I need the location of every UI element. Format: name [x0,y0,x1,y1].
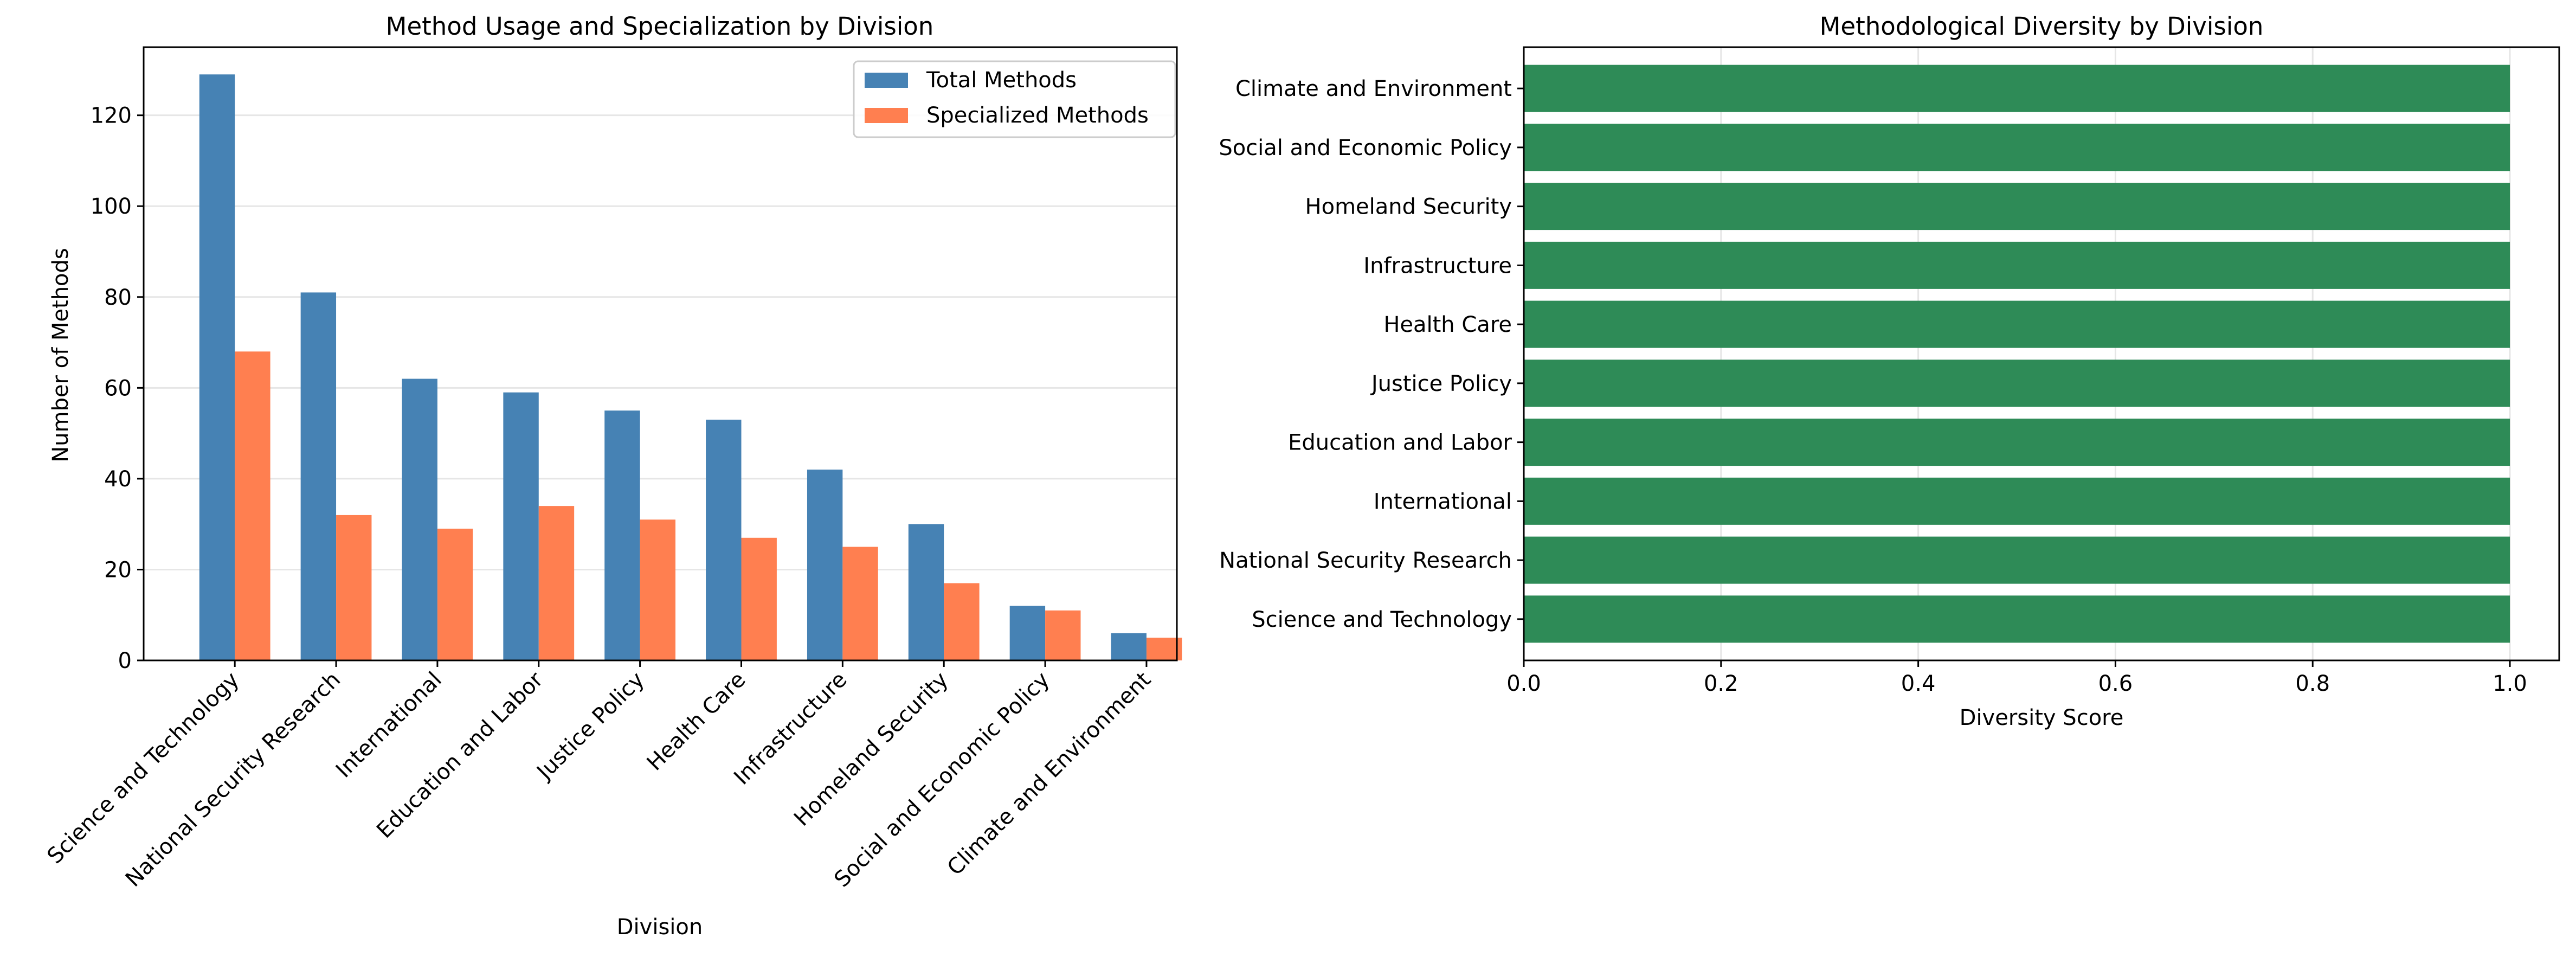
usage-x-axis-label: Division [617,915,703,940]
usage-plot-frame [143,46,1178,661]
bar-specialized-methods-national-security-research [336,515,372,660]
usage-bar-chart: Method Usage and Specialization by Divis… [42,12,1182,940]
bar-diversity-health-care [1524,300,2510,348]
usage-x-tick-label: Science and Technology [42,667,244,869]
bar-diversity-justice-policy [1524,359,2510,407]
diversity-y-tick-label: Homeland Security [1305,195,1512,220]
diversity-x-axis-label: Diversity Score [1960,705,2124,730]
legend-label-specialized-methods: Specialized Methods [926,103,1149,128]
bar-specialized-methods-infrastructure [842,547,878,660]
bar-total-methods-justice-policy [604,410,640,660]
diversity-y-tick-label: Health Care [1383,312,1512,337]
bar-total-methods-national-security-research [300,292,337,660]
bar-specialized-methods-science-and-technology [235,351,271,660]
diversity-x-tick-label: 0.0 [1506,671,1541,696]
bar-specialized-methods-climate-and-environment [1146,638,1182,660]
diversity-y-tick-label: Social and Economic Policy [1219,136,1512,160]
diversity-y-tick-label: Infrastructure [1363,253,1512,278]
usage-x-tick-label: Health Care [642,667,751,776]
diversity-chart-title: Methodological Diversity by Division [1820,12,2264,41]
diversity-bars [1524,65,2510,643]
bar-specialized-methods-homeland-security [944,583,980,660]
usage-x-tick-label: Justice Policy [531,667,649,786]
diversity-y-tick-label: Climate and Environment [1235,76,1512,101]
bar-total-methods-education-and-labor [503,392,539,660]
usage-x-tick-label: National Security Research [121,667,345,892]
diversity-bar-chart: Methodological Diversity by Division Sci… [1219,12,2560,730]
usage-chart-title: Method Usage and Specialization by Divis… [386,12,934,41]
diversity-y-ticks: Science and Technology National Security … [1219,76,1524,632]
bar-specialized-methods-social-and-economic-policy [1045,610,1081,660]
bar-total-methods-homeland-security [908,524,944,660]
bar-specialized-methods-justice-policy [640,519,676,660]
bar-total-methods-science-and-technology [199,74,235,661]
diversity-y-tick-label: International [1374,489,1512,514]
diversity-plot-frame [1523,46,2560,661]
usage-y-tick-label: 20 [104,557,132,582]
legend-swatch-specialized-methods [865,108,908,123]
diversity-x-tick-label: 0.8 [2295,671,2330,696]
legend-frame [853,60,1176,138]
diversity-y-tick-label: National Security Research [1219,548,1512,573]
diversity-x-ticks: 0.0 0.2 0.4 0.6 0.8 1.0 [1506,660,2527,696]
usage-y-tick-label: 80 [104,285,132,310]
bar-total-methods-social-and-economic-policy [1009,606,1046,660]
legend-swatch-total-methods [865,73,908,88]
bar-total-methods-climate-and-environment [1111,633,1147,660]
legend-label-total-methods: Total Methods [926,68,1077,93]
bar-total-methods-infrastructure [807,470,843,660]
usage-y-tick-label: 120 [91,104,132,129]
bar-diversity-infrastructure [1524,241,2510,289]
diversity-y-tick-label: Justice Policy [1370,371,1512,396]
usage-y-tick-label: 100 [91,194,132,219]
bar-specialized-methods-international [437,529,473,660]
usage-y-tick-label: 60 [104,376,132,401]
usage-y-tick-label: 0 [118,648,132,673]
usage-x-tick-label: Education and Labor [372,667,548,843]
bar-specialized-methods-education-and-labor [538,506,575,660]
usage-x-tick-label: International [331,667,447,783]
bar-diversity-homeland-security [1524,183,2510,230]
diversity-x-tick-label: 0.6 [2098,671,2133,696]
diversity-y-tick-label: Science and Technology [1252,607,1512,632]
bar-diversity-climate-and-environment [1524,65,2510,112]
bar-specialized-methods-health-care [741,537,777,660]
bar-diversity-education-and-labor [1524,419,2510,466]
diversity-y-tick-label: Education and Labor [1288,431,1512,455]
usage-y-tick-label: 40 [104,467,132,492]
bar-total-methods-health-care [706,419,742,660]
diversity-x-tick-label: 1.0 [2493,671,2527,696]
usage-bars [199,74,1182,661]
usage-x-tick-label: Climate and Environment [943,667,1156,881]
bar-total-methods-international [402,378,437,660]
diversity-x-tick-label: 0.2 [1704,671,1738,696]
bar-diversity-national-security-research [1524,536,2510,584]
usage-y-ticks: 0 20 40 60 80 100 120 [91,104,144,673]
bar-diversity-science-and-technology [1524,595,2510,643]
diversity-x-tick-label: 0.4 [1901,671,1936,696]
bar-diversity-international [1524,477,2510,525]
usage-y-axis-label: Number of Methods [48,248,73,463]
usage-legend: Total Methods Specialized Methods [853,60,1176,138]
usage-x-tick-label: Social and Economic Policy [829,667,1054,892]
bar-diversity-social-and-economic-policy [1524,124,2510,171]
